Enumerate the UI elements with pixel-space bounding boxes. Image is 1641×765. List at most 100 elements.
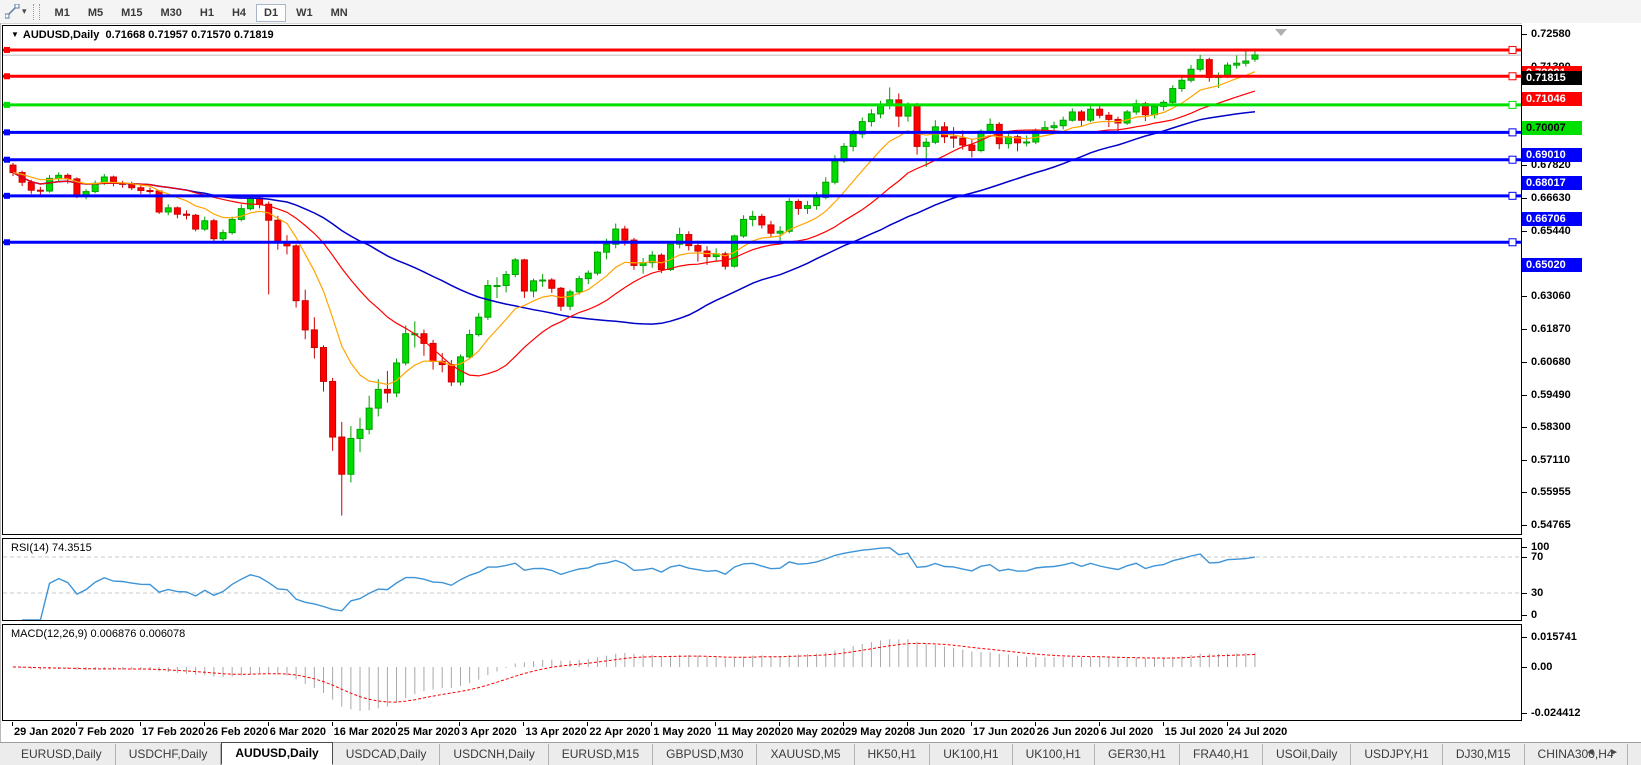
candle <box>539 279 547 282</box>
date-axis-label: 1 May 2020 <box>653 726 712 738</box>
timeframe-button-m15[interactable]: M15 <box>121 6 143 19</box>
price-tag: 0.71046 <box>1522 92 1582 107</box>
tab-gbpusd-m30[interactable]: GBPUSD,M30 <box>653 744 758 765</box>
candle <box>758 215 766 226</box>
tab-usdjpy-h1[interactable]: USDJPY,H1 <box>1351 744 1443 765</box>
axis-tick <box>1522 197 1527 199</box>
candle <box>1251 54 1259 60</box>
tab-usdchf-daily[interactable]: USDCHF,Daily <box>116 744 222 765</box>
timeframe-button-m30[interactable]: M30 <box>160 6 182 19</box>
tab-scroll-left-icon[interactable]: ◄ <box>1585 747 1610 758</box>
axis-tick <box>1522 34 1527 35</box>
dropdown-caret-icon[interactable]: ▾ <box>22 6 27 16</box>
price-axis-label: 0.61870 <box>1531 323 1571 336</box>
tab-uk100-h1[interactable]: UK100,H1 <box>930 744 1013 765</box>
tab-usdcad-daily[interactable]: USDCAD,Daily <box>333 744 441 765</box>
axis-tick <box>1522 667 1527 668</box>
timeframe-button-mn[interactable]: MN <box>330 6 348 19</box>
price-axis-label: 0.65440 <box>1531 224 1571 237</box>
candle <box>128 183 136 189</box>
line-style-tool-icon[interactable] <box>2 3 22 21</box>
ma-mid <box>12 90 1256 377</box>
price-axis-label: 0.58300 <box>1531 421 1571 434</box>
rsi-axis-label: 30 <box>1531 587 1544 599</box>
candle <box>1068 111 1076 121</box>
candle <box>922 141 930 147</box>
axis-tick <box>1522 713 1527 715</box>
date-tick <box>843 722 844 726</box>
candle <box>237 208 245 220</box>
candle <box>475 316 483 336</box>
candle <box>1050 125 1058 129</box>
date-tick <box>523 722 525 726</box>
rsi-axis-label: 70 <box>1531 551 1544 563</box>
rsi-canvas[interactable] <box>3 539 1521 620</box>
date-axis[interactable]: 29 Jan 2020 7 Feb 2020 17 Feb 2020 26 Feb 2… <box>2 722 1521 741</box>
price-chart-canvas[interactable] <box>3 26 1521 534</box>
date-tick <box>779 722 781 726</box>
timeframe-button-h1[interactable]: H1 <box>199 6 214 19</box>
date-axis-label: 22 Apr 2020 <box>589 726 651 738</box>
candle <box>1151 105 1158 116</box>
tab-uk100-h1[interactable]: UK100,H1 <box>1013 744 1095 765</box>
candle <box>584 272 592 280</box>
tab-china300-h4[interactable]: CHINA300,H4 <box>1525 744 1628 765</box>
tab-dj30-m15[interactable]: DJ30,M15 <box>1443 744 1525 765</box>
candle <box>867 113 875 123</box>
price-chart-pane[interactable]: ▼ AUDUSD,Daily 0.71668 0.71957 0.71570 0.… <box>2 25 1522 535</box>
candle <box>365 407 373 430</box>
timeframe-button-h4[interactable]: H4 <box>231 6 247 19</box>
axis-tick <box>1522 230 1527 232</box>
candle <box>667 243 675 271</box>
rsi-indicator-pane[interactable]: RSI(14) 74.3515 <box>2 538 1522 621</box>
candle <box>164 207 172 213</box>
timeframe-button-m5[interactable]: M5 <box>87 6 104 19</box>
timeframe-button-d1[interactable]: D1 <box>256 3 287 22</box>
axis-tick <box>1522 329 1527 331</box>
chart-menu-icon[interactable]: ▼ <box>11 30 19 39</box>
tab-ger30-h1[interactable]: GER30,H1 <box>1095 744 1180 765</box>
candle <box>822 181 830 198</box>
candle <box>1169 88 1177 103</box>
candle <box>155 190 163 213</box>
date-axis-label: 3 Apr 2020 <box>461 726 517 738</box>
tab-usdcnh-daily[interactable]: USDCNH,Daily <box>440 744 549 765</box>
price-axis-label: 0.63060 <box>1531 290 1571 303</box>
toolbar-grip[interactable] <box>32 3 40 20</box>
tab-usoil-daily[interactable]: USOil,Daily <box>1263 744 1352 765</box>
tab-scroll-right-icon[interactable]: ► <box>1609 747 1633 758</box>
macd-canvas[interactable] <box>3 625 1521 720</box>
price-tag: 0.66706 <box>1522 211 1582 226</box>
timeframe-button-w1[interactable]: W1 <box>296 6 313 19</box>
candle <box>858 121 866 135</box>
date-axis-label: 15 Jul 2020 <box>1164 726 1224 738</box>
candle <box>1023 141 1031 144</box>
candle <box>959 137 967 146</box>
candle <box>301 300 309 331</box>
axis-tick <box>1522 593 1527 594</box>
candle <box>201 220 209 230</box>
candle <box>338 436 346 475</box>
date-axis-label: 16 Mar 2020 <box>333 726 396 738</box>
tab-eurusd-daily[interactable]: EURUSD,Daily <box>8 744 116 765</box>
candle <box>1233 62 1241 66</box>
candle <box>603 243 611 253</box>
date-axis-label: 7 Feb 2020 <box>77 726 135 738</box>
tab-xauusd-m5[interactable]: XAUUSD,M5 <box>757 744 855 765</box>
tab-hk50-h1[interactable]: HK50,H1 <box>855 744 931 765</box>
tab-fra40-h1[interactable]: FRA40,H1 <box>1180 744 1264 765</box>
tab-audusd-daily[interactable]: AUDUSD,Daily <box>221 742 333 765</box>
price-axis-label: 0.59490 <box>1531 388 1571 401</box>
candle <box>36 189 44 192</box>
rsi-axis-label: 0 <box>1531 609 1538 621</box>
tab-eurusd-m15[interactable]: EURUSD,M15 <box>549 744 654 765</box>
date-axis-label: 24 Jul 2020 <box>1228 726 1288 738</box>
price-axis[interactable]: 0.725800.713900.702000.690100.678200.666… <box>1522 23 1641 742</box>
macd-indicator-pane[interactable]: MACD(12,26,9) 0.006876 0.006078 <box>2 624 1522 721</box>
candle <box>612 228 620 245</box>
chart-shift-marker-icon[interactable] <box>1275 29 1287 36</box>
timeframe-button-m1[interactable]: M1 <box>54 6 70 19</box>
candle <box>292 245 300 302</box>
candle <box>429 342 437 362</box>
candle <box>1105 114 1113 120</box>
